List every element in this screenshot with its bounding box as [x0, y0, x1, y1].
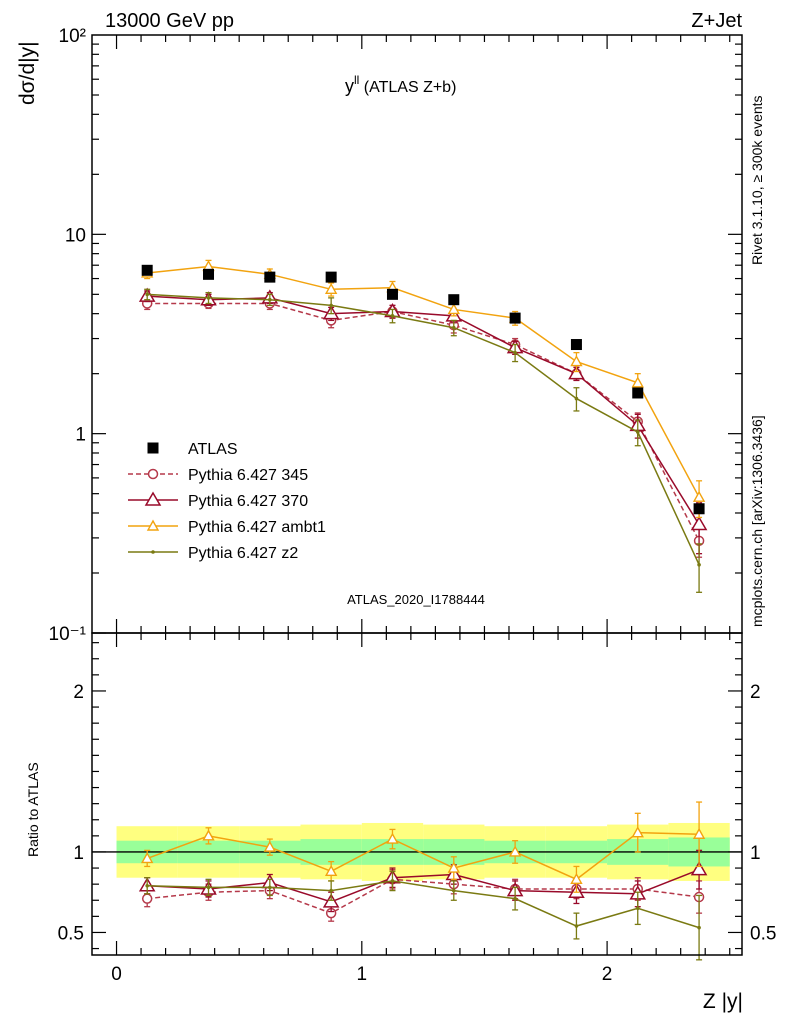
data-point-triangle — [690, 516, 708, 531]
main-line-z2 — [147, 293, 700, 566]
data-point-dot — [635, 430, 640, 434]
data-point-dot — [268, 885, 272, 890]
data-point-dot — [574, 396, 579, 401]
data-point-dot — [697, 925, 701, 930]
analysis-watermark: ATLAS_2020_I1788444 — [347, 592, 485, 607]
data-point-dot — [697, 562, 701, 567]
data-point-dot — [513, 350, 517, 355]
ratio-plot-frame — [91, 632, 743, 956]
main-line-p370 — [147, 295, 700, 525]
data-point-triangle — [690, 861, 708, 876]
data-point-dot — [390, 314, 395, 318]
data-point-circle — [141, 893, 153, 904]
data-point-dot — [329, 303, 333, 308]
data-point-triangle — [692, 490, 706, 502]
data-point-square — [141, 264, 153, 276]
data-point-dot — [151, 550, 155, 554]
data-point-triangle — [324, 864, 338, 876]
data-point-dot — [206, 296, 211, 300]
data-point-dot — [574, 924, 579, 928]
ratio-line-ambt1 — [146, 831, 700, 881]
main-line-ambt1 — [147, 265, 700, 498]
data-point-square — [570, 339, 582, 351]
data-point-triangle — [202, 829, 215, 841]
data-point-square — [509, 312, 521, 324]
legend-label-p345: Pythia 6.427 345 — [188, 467, 308, 484]
main-plot-frame — [91, 34, 743, 634]
data-point-dot — [329, 888, 333, 893]
header-left: 13000 GeV pp — [105, 10, 234, 32]
data-point-triangle — [447, 861, 460, 873]
main-plot — [138, 259, 708, 593]
legend-label-ambt1: Pythia 6.427 ambt1 — [188, 519, 326, 536]
data-point-triangle — [144, 491, 162, 506]
data-point-triangle — [570, 872, 583, 885]
data-point-square — [264, 271, 276, 283]
ratio-line-p370 — [147, 868, 700, 903]
legend: ATLAS Pythia 6.427 345 Pythia 6.427 370 Pyt… — [128, 441, 326, 562]
data-point-square — [693, 503, 705, 515]
ratio-line-p345 — [147, 878, 700, 914]
data-point-dot — [513, 896, 517, 901]
x-tick-label: 0 — [111, 964, 122, 985]
data-point-triangle — [508, 845, 522, 857]
main-line-p345 — [147, 302, 700, 542]
y-tick-label-ratio: 1 — [73, 843, 84, 864]
data-point-dot — [390, 879, 395, 883]
legend-label-ATLAS: ATLAS — [188, 441, 238, 458]
data-point-dot — [268, 297, 272, 302]
data-point-square — [325, 271, 337, 283]
ratio-line-z2 — [147, 880, 700, 929]
data-point-triangle — [146, 519, 160, 531]
data-point-triangle — [386, 832, 399, 844]
x-axis-label: Z |y| — [703, 990, 743, 1013]
data-point-triangle — [447, 302, 460, 315]
x-tick-label: 1 — [357, 964, 368, 985]
y-tick-label-ratio: 2 — [73, 682, 84, 703]
plot-title: yll (ATLAS Z+b) — [345, 73, 456, 96]
x-tick-label: 2 — [602, 964, 613, 985]
data-point-triangle — [692, 827, 706, 839]
data-point-dot — [145, 292, 149, 297]
y-tick-label-main: 1 — [75, 425, 86, 446]
data-point-triangle — [140, 851, 154, 864]
data-point-circle — [147, 468, 159, 480]
data-point-triangle — [631, 826, 644, 838]
data-point-dot — [635, 906, 640, 911]
y-tick-label-main: 10² — [59, 26, 86, 47]
data-point-triangle — [570, 355, 583, 367]
data-point-dot — [451, 888, 456, 893]
data-point-triangle — [324, 282, 338, 294]
y-axis-label-main: dσ/d|y| — [16, 41, 39, 105]
data-point-dot — [451, 325, 456, 330]
header-right: Z+Jet — [691, 10, 742, 32]
data-point-square — [147, 442, 159, 454]
rivet-label: Rivet 3.1.10, ≥ 300k events — [749, 95, 765, 265]
data-point-square — [386, 288, 398, 300]
data-point-square — [632, 387, 644, 399]
data-point-triangle — [263, 840, 277, 852]
data-point-triangle — [631, 376, 644, 388]
y-tick-label-main: 10⁻¹ — [49, 624, 87, 645]
y-tick-label-ratio-right: 1 — [750, 843, 761, 864]
y-axis-label-ratio: Ratio to ATLAS — [25, 762, 41, 857]
legend-label-z2: Pythia 6.427 z2 — [188, 545, 298, 562]
data-point-dot — [145, 883, 149, 888]
data-point-triangle — [568, 365, 585, 380]
y-tick-label-main: 10 — [65, 225, 86, 246]
y-tick-label-ratio-right: 2 — [750, 682, 761, 703]
data-point-dot — [206, 885, 211, 890]
data-point-square — [448, 294, 460, 306]
legend-label-p370: Pythia 6.427 370 — [188, 493, 308, 510]
y-tick-label-ratio: 0.5 — [58, 923, 84, 944]
mcplots-label: mcplots.cern.ch [arXiv:1306.3436] — [749, 415, 765, 627]
y-tick-label-ratio-right: 0.5 — [750, 923, 776, 944]
data-point-square — [203, 268, 215, 280]
ratio-plot — [138, 801, 708, 961]
